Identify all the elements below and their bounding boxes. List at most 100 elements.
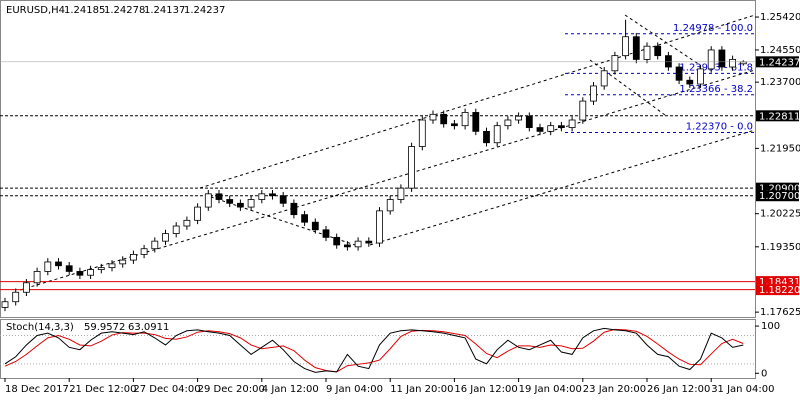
candle-body (343, 244, 351, 248)
candle-body (108, 263, 116, 269)
y-tick-label: 1.20225 (760, 209, 800, 220)
candle-body (44, 261, 52, 272)
chart-title: EURUSD,H4 (6, 5, 65, 16)
candle-body (87, 269, 94, 276)
level-label-box (756, 110, 799, 122)
candle-body (493, 125, 501, 144)
stoch-frame (0, 319, 756, 379)
x-tick-label: 19 Jan 04:00 (519, 384, 582, 395)
candle-body (461, 112, 469, 127)
candle-body (236, 202, 244, 208)
candle-body (333, 236, 341, 246)
header-low: 1.24137 (144, 5, 185, 16)
y-tick-label: 1.24550 (760, 45, 800, 56)
candle-body (12, 291, 20, 303)
stoch-main-value: 59.9572 (84, 322, 125, 333)
level-label: 1.18220 (759, 285, 800, 296)
candle-body (386, 199, 394, 212)
candle-body (707, 49, 715, 70)
level-label: 1.20700 (759, 191, 800, 202)
candle-body (290, 202, 298, 216)
fib-label: 1.23933 - 61.8 (679, 62, 753, 73)
candle-body (643, 45, 651, 60)
level-label-box (756, 276, 799, 288)
candle-body (440, 113, 448, 125)
candle-body (483, 130, 490, 144)
candle-body (279, 195, 287, 204)
header-high: 1.24278 (104, 5, 145, 16)
candle-body (665, 55, 672, 68)
level-label: 1.22811 (759, 111, 800, 122)
y-tick-label: 1.23700 (760, 77, 800, 88)
level-label-box (756, 182, 799, 194)
candle-body (675, 66, 683, 81)
candle-body (611, 55, 619, 72)
candle-body (568, 119, 576, 128)
candle-body (729, 59, 736, 68)
y-tick-label: 1.19350 (760, 242, 800, 253)
candle-body (301, 214, 309, 223)
price-box (756, 56, 799, 68)
stoch-y-tick-label: 0 (761, 368, 767, 379)
candle-body (151, 240, 159, 250)
candle-body (119, 259, 127, 265)
candle-body (632, 36, 640, 60)
candle-body (590, 85, 597, 102)
stoch-title: Stoch(14,3,3) (6, 322, 74, 333)
candle-body (215, 193, 223, 200)
level-label: 1.18431 (759, 277, 800, 288)
candle-body (65, 265, 73, 272)
candle-body (429, 113, 437, 121)
candle-body (226, 199, 234, 204)
candle-body (558, 125, 565, 128)
stoch-main-line (4, 327, 744, 373)
candle-body (55, 261, 62, 267)
level-label: 1.20900 (759, 184, 800, 195)
candle-body (129, 253, 137, 261)
candle-body (697, 68, 704, 85)
candle-body (97, 267, 105, 270)
candle-body (600, 70, 608, 87)
candle-body (247, 199, 255, 208)
candle-body (76, 271, 84, 276)
fib-label: 1.22370 - 0.0 (686, 122, 753, 133)
x-tick-label: 31 Jan 04:00 (711, 384, 774, 395)
candle-body (322, 229, 330, 238)
candle-body (311, 221, 319, 231)
stoch-signal-value: 63.0911 (128, 322, 169, 333)
x-tick-label: 21 Dec 12:00 (69, 384, 136, 395)
y-tick-label: 1.25420 (760, 12, 800, 23)
candle-body (686, 79, 694, 85)
candle-body (140, 248, 148, 255)
x-tick-label: 18 Dec 2017 (5, 384, 69, 395)
level-label-box (756, 284, 799, 296)
x-tick-label: 16 Jan 12:00 (454, 384, 517, 395)
candle-body (33, 271, 41, 284)
candle-body (579, 100, 587, 121)
x-tick-label: 26 Jan 12:00 (647, 384, 710, 395)
stoch-signal-line (4, 328, 744, 373)
candle-body (654, 45, 662, 57)
header-open: 1.24185 (64, 5, 105, 16)
stoch-y-tick-label: 100 (761, 321, 780, 332)
x-tick-label: 27 Dec 04:00 (133, 384, 200, 395)
fib-label: 1.24978 - 100.0 (673, 23, 753, 34)
candle-body (450, 123, 458, 127)
price-label: 1.24237 (759, 57, 800, 68)
channel-line (369, 129, 756, 246)
candle-body (172, 225, 180, 234)
candle-body (354, 240, 362, 248)
x-tick-label: 4 Jan 12:00 (262, 384, 319, 395)
candle-body (397, 187, 405, 200)
candle-body (739, 61, 747, 65)
candle-body (525, 115, 533, 128)
candle-body (194, 206, 202, 221)
candle-body (622, 36, 629, 57)
x-tick-label: 9 Jan 04:00 (326, 384, 383, 395)
candle-body (162, 233, 169, 242)
main-frame (0, 0, 756, 318)
y-tick-label: 1.17625 (760, 307, 800, 318)
candle-body (718, 49, 726, 68)
